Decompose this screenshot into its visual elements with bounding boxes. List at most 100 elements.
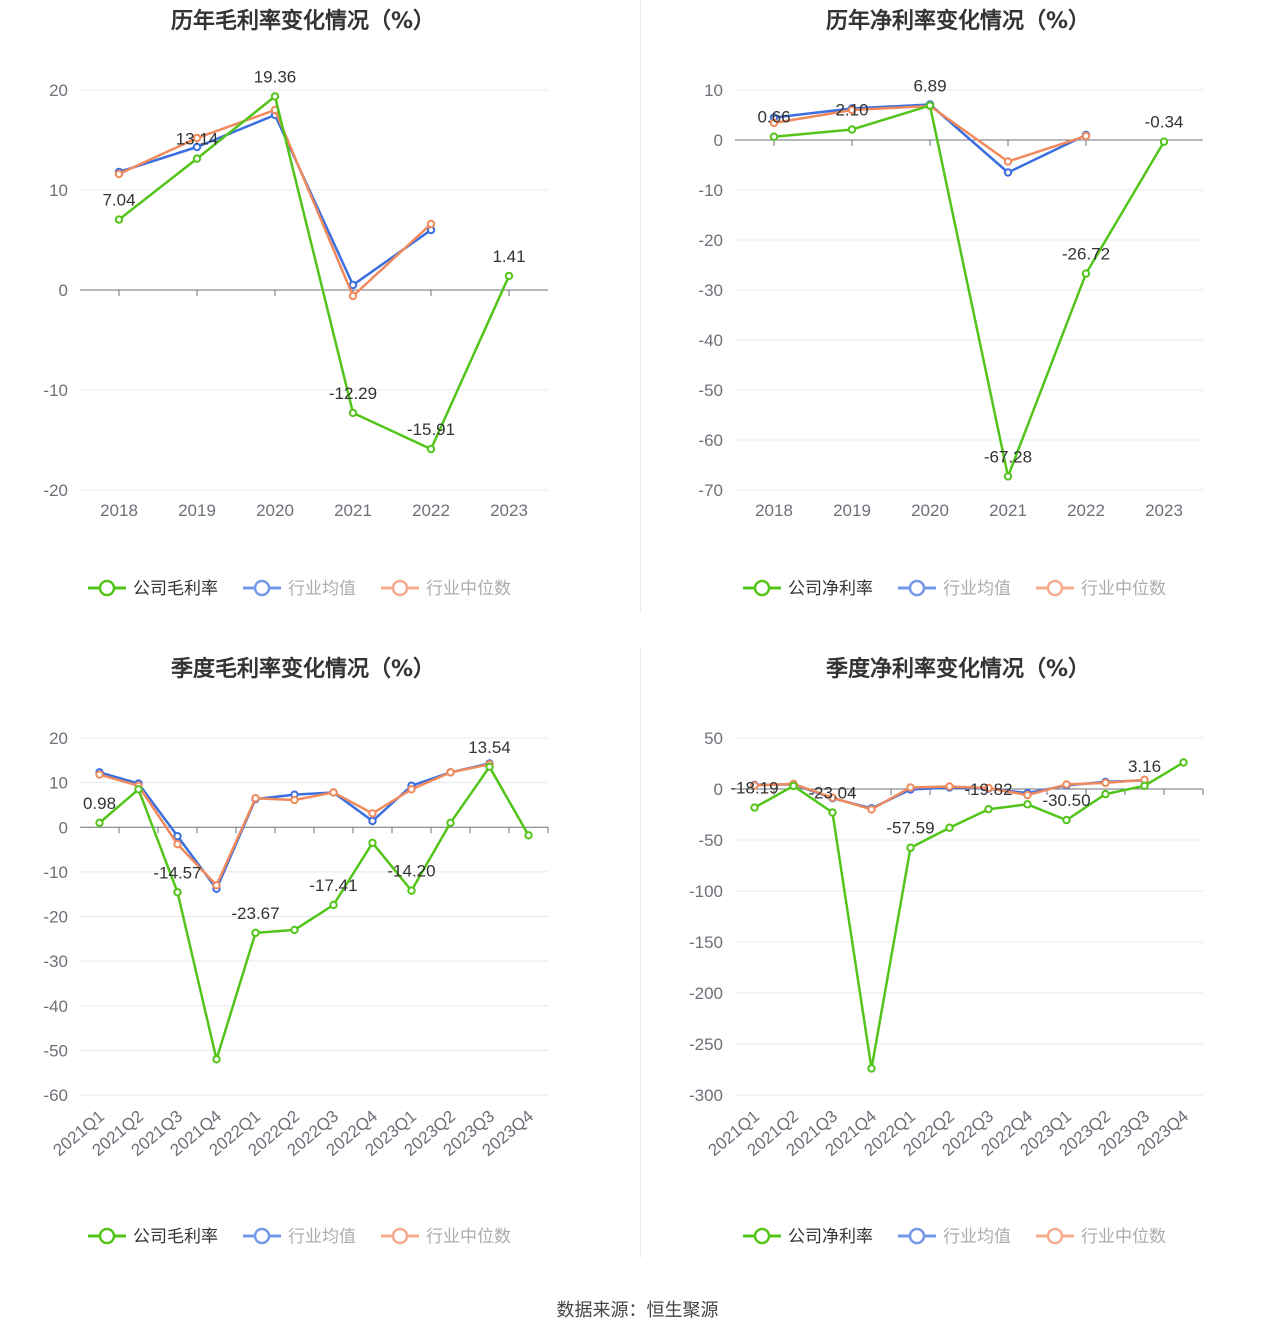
data-label: 2.10 — [835, 101, 868, 120]
data-label: 3.16 — [1128, 757, 1161, 776]
data-label: -67.28 — [984, 447, 1032, 466]
legend-marker — [253, 579, 271, 597]
data-point — [329, 900, 338, 910]
data-label: -18.19 — [730, 779, 778, 798]
legend-item-industry-median[interactable]: 行业中位数 — [381, 579, 511, 599]
legend-marker — [1046, 579, 1064, 597]
legend-label: 行业中位数 — [426, 579, 511, 599]
data-point — [1003, 168, 1013, 177]
data-point — [368, 816, 377, 826]
legend-item-company[interactable]: 公司毛利率 — [88, 1227, 218, 1247]
data-point — [1023, 800, 1032, 809]
legend-item-industry-average[interactable]: 行业均值 — [243, 1227, 356, 1247]
data-point — [173, 888, 182, 897]
legend-item-company[interactable]: 公司净利率 — [743, 1227, 873, 1247]
data-label: 13.14 — [176, 130, 219, 149]
chart-title: 历年净利率变化情况（%） — [826, 8, 1090, 34]
legend-marker — [391, 1227, 409, 1245]
y-tick-label: -30 — [698, 281, 723, 300]
data-label: 7.04 — [102, 191, 135, 210]
data-point — [524, 831, 533, 840]
y-tick-label: -200 — [689, 984, 723, 1003]
y-tick-label: -70 — [698, 481, 723, 500]
data-point — [1159, 137, 1169, 146]
data-point — [984, 783, 993, 793]
data-point — [407, 886, 416, 895]
legend-item-industry-median[interactable]: 行业中位数 — [381, 1227, 511, 1247]
data-point — [945, 823, 954, 832]
y-tick-label: -10 — [43, 381, 68, 400]
data-label: -26.72 — [1062, 245, 1110, 264]
data-point — [1003, 472, 1013, 481]
x-tick-label: 2019 — [178, 501, 216, 520]
y-tick-label: 0 — [714, 780, 723, 799]
data-label: 0.98 — [83, 794, 116, 813]
y-tick-label: -20 — [43, 481, 68, 500]
data-point — [251, 794, 260, 803]
data-point — [95, 818, 104, 828]
chart-title: 季度毛利率变化情况（%） — [171, 656, 435, 682]
data-point — [446, 768, 455, 777]
data-label: -23.04 — [808, 784, 856, 803]
legend-item-industry-median[interactable]: 行业中位数 — [1036, 579, 1166, 599]
series-line — [98, 765, 530, 1061]
data-point — [847, 105, 857, 115]
data-label: -14.57 — [153, 863, 201, 882]
data-label: -17.41 — [309, 876, 357, 895]
legend-label: 公司毛利率 — [133, 1227, 218, 1247]
legend-item-industry-average[interactable]: 行业均值 — [898, 579, 1011, 599]
data-point — [114, 215, 124, 224]
series-line — [773, 104, 1087, 163]
y-tick-label: 10 — [49, 774, 68, 793]
legend-label: 公司净利率 — [788, 1227, 873, 1247]
legend-item-industry-average[interactable]: 行业均值 — [243, 579, 356, 599]
data-point — [212, 1055, 221, 1064]
y-tick-label: 20 — [49, 81, 68, 100]
data-label: -57.59 — [886, 819, 934, 838]
data-label: -12.29 — [329, 384, 377, 403]
x-tick-label: 2021 — [334, 501, 372, 520]
data-point — [906, 843, 915, 852]
data-label: 13.54 — [468, 738, 511, 757]
legend-label: 行业中位数 — [426, 1227, 511, 1247]
data-point — [1101, 789, 1110, 799]
data-point — [984, 805, 993, 814]
y-tick-label: 50 — [704, 729, 723, 748]
legend-item-company[interactable]: 公司毛利率 — [88, 579, 218, 599]
legend-item-industry-median[interactable]: 行业中位数 — [1036, 1227, 1166, 1247]
legend-item-industry-average[interactable]: 行业均值 — [898, 1227, 1011, 1247]
y-tick-label: 20 — [49, 729, 68, 748]
legend-marker — [753, 579, 771, 597]
series-industry-median — [95, 760, 494, 890]
y-tick-label: -150 — [689, 933, 723, 952]
series-industry-average — [114, 110, 436, 290]
y-tick-label: -20 — [43, 908, 68, 927]
y-tick-label: -50 — [698, 381, 723, 400]
data-point — [828, 793, 837, 802]
data-point — [789, 781, 798, 791]
x-tick-label: 2022 — [412, 501, 450, 520]
data-point — [114, 169, 124, 179]
annual-net-margin-chart: 历年净利率变化情况（%） 10 0 -10 -20 -30 -40 -50 -60 -70 2018… — [698, 8, 1203, 599]
data-point — [1062, 780, 1071, 789]
data-point — [173, 840, 182, 849]
y-tick-label: -10 — [43, 863, 68, 882]
data-point — [945, 782, 954, 791]
legend-marker — [1046, 1227, 1064, 1245]
data-point — [925, 101, 935, 110]
data-label: -30.50 — [1042, 791, 1090, 810]
legend-marker — [753, 1227, 771, 1245]
y-tick-label: -300 — [689, 1086, 723, 1105]
data-point — [173, 831, 182, 841]
x-tick-label: 2020 — [911, 501, 949, 520]
data-point — [906, 783, 915, 792]
data-point — [446, 818, 455, 827]
data-point — [290, 925, 299, 935]
legend-item-company[interactable]: 公司净利率 — [743, 579, 873, 599]
data-point — [828, 808, 837, 817]
data-point — [270, 92, 280, 101]
series-line — [773, 104, 1166, 478]
data-point — [750, 781, 759, 790]
legend-label: 行业均值 — [288, 1227, 356, 1247]
y-tick-label: -40 — [43, 997, 68, 1016]
